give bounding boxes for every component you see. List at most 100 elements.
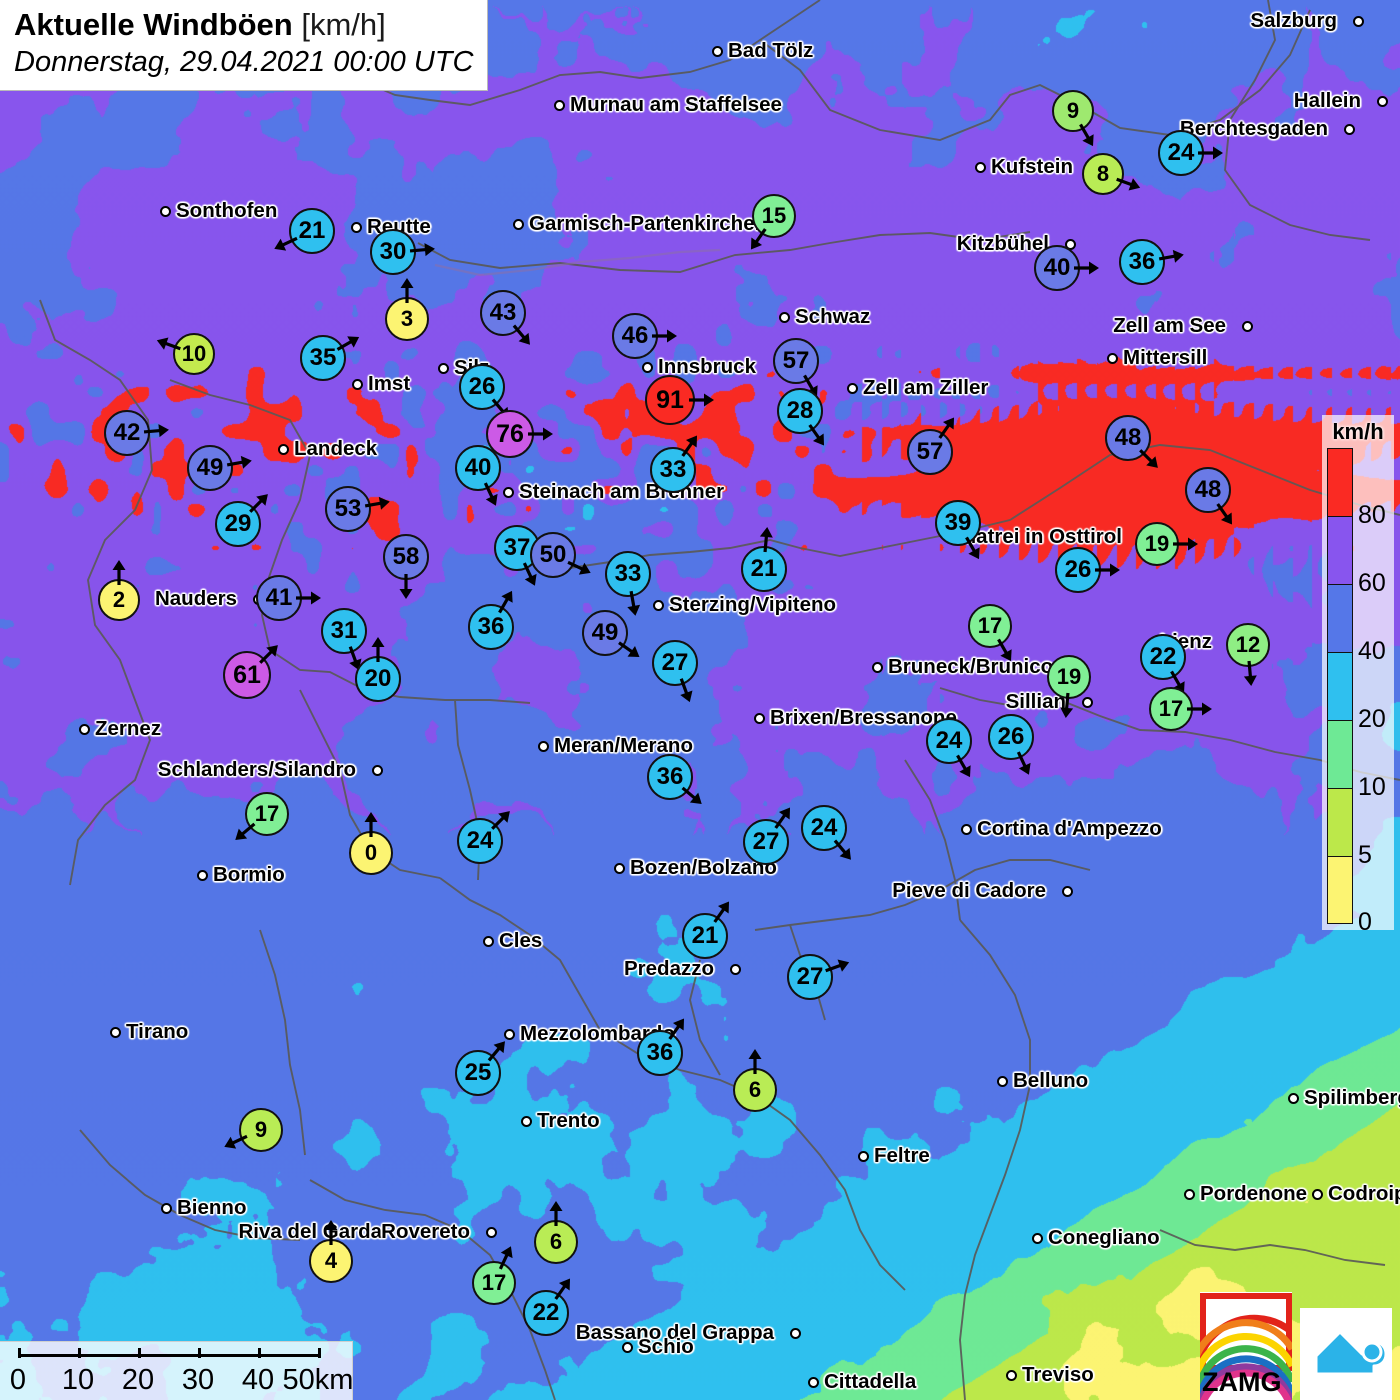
wind-station-marker[interactable]: 21 [273,208,335,254]
station-value-circle[interactable]: 24 [1158,130,1204,176]
wind-station-marker[interactable]: 33 [605,551,651,616]
wind-station-marker[interactable]: 6 [534,1201,578,1264]
wind-station-marker[interactable]: 49 [582,610,640,658]
wind-station-marker[interactable]: 36 [468,590,514,650]
station-value-circle[interactable]: 33 [650,447,696,493]
station-value-circle[interactable]: 20 [355,656,401,702]
station-value-circle[interactable]: 17 [1149,687,1193,731]
wind-station-marker[interactable]: 24 [1158,130,1223,176]
station-value-circle[interactable]: 24 [926,718,972,764]
wind-station-marker[interactable]: 4 [309,1220,353,1283]
wind-station-marker[interactable]: 2 [98,560,140,621]
wind-station-marker[interactable]: 24 [457,811,510,864]
station-value-circle[interactable]: 43 [480,290,526,336]
station-value-circle[interactable]: 8 [1082,153,1124,195]
wind-station-marker[interactable]: 9 [1052,90,1094,146]
wind-station-marker[interactable]: 27 [787,954,850,1000]
partner-logo[interactable] [1300,1308,1392,1400]
station-value-circle[interactable]: 27 [743,819,789,865]
wind-station-marker[interactable]: 30 [370,229,435,275]
station-value-circle[interactable]: 17 [968,604,1012,648]
wind-station-marker[interactable]: 40 [1034,245,1099,291]
station-value-circle[interactable]: 49 [187,445,233,491]
station-value-circle[interactable]: 25 [455,1050,501,1096]
wind-station-marker[interactable]: 24 [926,718,972,778]
wind-station-marker[interactable]: 29 [215,494,268,547]
station-value-circle[interactable]: 3 [385,297,429,341]
station-value-circle[interactable]: 40 [455,445,501,491]
station-value-circle[interactable]: 57 [907,429,953,475]
wind-station-marker[interactable]: 22 [523,1278,571,1336]
station-value-circle[interactable]: 41 [256,575,302,621]
station-value-circle[interactable]: 46 [612,313,658,359]
wind-station-marker[interactable]: 15 [750,194,796,250]
station-value-circle[interactable]: 22 [1140,634,1186,680]
station-value-circle[interactable]: 22 [523,1290,569,1336]
station-value-circle[interactable]: 26 [988,714,1034,760]
station-value-circle[interactable]: 12 [1226,623,1270,667]
wind-station-marker[interactable]: 41 [256,575,321,621]
wind-station-marker[interactable]: 40 [455,445,501,507]
station-value-circle[interactable]: 48 [1105,415,1151,461]
station-value-circle[interactable]: 36 [468,604,514,650]
wind-station-marker[interactable]: 57 [907,417,955,475]
station-value-circle[interactable]: 9 [239,1108,283,1152]
station-value-circle[interactable]: 17 [245,792,289,836]
wind-station-marker[interactable]: 21 [741,527,787,592]
station-value-circle[interactable]: 10 [173,333,215,375]
wind-station-marker[interactable]: 43 [480,290,530,346]
wind-station-marker[interactable]: 17 [235,792,289,841]
wind-station-marker[interactable]: 10 [156,333,215,375]
wind-station-marker[interactable]: 25 [455,1040,505,1096]
wind-station-marker[interactable]: 39 [935,500,981,560]
wind-station-marker[interactable]: 35 [300,335,360,381]
station-value-circle[interactable]: 49 [582,610,628,656]
station-value-circle[interactable]: 21 [741,546,787,592]
station-value-circle[interactable]: 28 [777,388,823,434]
station-value-circle[interactable]: 91 [645,375,695,425]
wind-station-marker[interactable]: 6 [733,1049,777,1112]
wind-station-marker[interactable]: 17 [1149,687,1212,731]
wind-station-marker[interactable]: 42 [104,410,169,456]
wind-station-marker[interactable]: 33 [650,435,698,493]
wind-station-marker[interactable]: 31 [321,608,367,671]
wind-station-marker[interactable]: 9 [223,1108,283,1152]
station-value-circle[interactable]: 29 [215,501,261,547]
station-value-circle[interactable]: 50 [530,532,576,578]
station-value-circle[interactable]: 6 [733,1068,777,1112]
wind-station-marker[interactable]: 20 [355,637,401,702]
wind-station-marker[interactable]: 61 [223,644,278,699]
wind-station-marker[interactable]: 12 [1226,623,1270,686]
wind-station-marker[interactable]: 58 [383,534,429,599]
station-value-circle[interactable]: 0 [349,831,393,875]
wind-station-marker[interactable]: 28 [777,388,825,446]
station-value-circle[interactable]: 33 [605,551,651,597]
station-value-circle[interactable]: 36 [1119,239,1165,285]
station-value-circle[interactable]: 19 [1135,522,1179,566]
station-value-circle[interactable]: 17 [472,1261,516,1305]
wind-station-marker[interactable]: 57 [773,338,819,398]
wind-station-marker[interactable]: 46 [612,313,677,359]
station-value-circle[interactable]: 19 [1047,655,1091,699]
station-value-circle[interactable]: 24 [457,818,503,864]
station-value-circle[interactable]: 21 [682,913,728,959]
station-value-circle[interactable]: 31 [321,608,367,654]
station-value-circle[interactable]: 26 [459,364,505,410]
wind-station-marker[interactable]: 36 [1119,239,1184,285]
station-value-circle[interactable]: 48 [1185,467,1231,513]
station-value-circle[interactable]: 26 [1055,547,1101,593]
station-value-circle[interactable]: 40 [1034,245,1080,291]
station-value-circle[interactable]: 57 [773,338,819,384]
station-value-circle[interactable]: 30 [370,229,416,275]
station-value-circle[interactable]: 27 [652,640,698,686]
wind-station-marker[interactable]: 53 [325,486,390,532]
station-value-circle[interactable]: 61 [223,651,271,699]
wind-station-marker[interactable]: 48 [1185,467,1233,525]
wind-station-marker[interactable]: 27 [743,807,791,865]
station-value-circle[interactable]: 6 [534,1220,578,1264]
station-value-circle[interactable]: 35 [300,335,346,381]
station-value-circle[interactable]: 24 [801,805,847,851]
wind-station-marker[interactable]: 3 [385,278,429,341]
wind-station-marker[interactable]: 22 [1140,634,1186,694]
station-value-circle[interactable]: 9 [1052,90,1094,132]
